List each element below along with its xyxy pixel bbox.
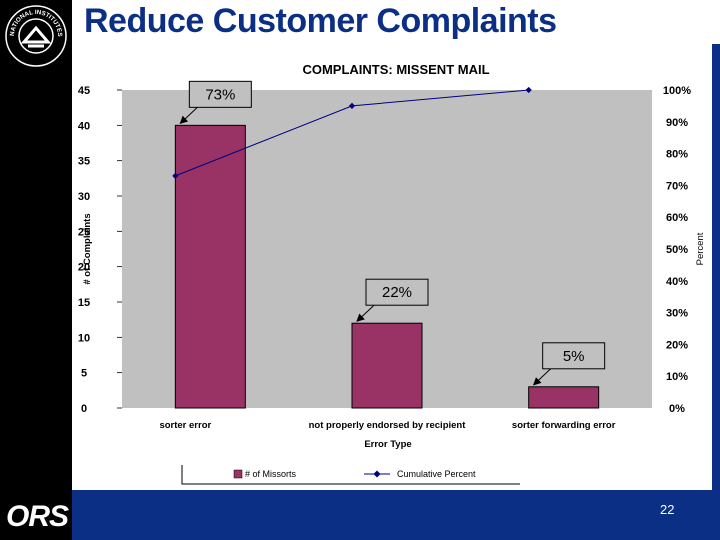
y2-tick-label: 70% [666, 180, 688, 192]
y-tick-label: 35 [78, 156, 90, 168]
y2-tick-label: 30% [666, 308, 688, 320]
y-tick-label: 30 [78, 191, 90, 203]
title-bar [72, 0, 720, 44]
y2-tick-label: 20% [666, 339, 688, 351]
bar [174, 124, 246, 409]
y2-tick-label: 60% [666, 212, 688, 224]
y-tick-label: 10 [78, 332, 90, 344]
nih-seal-icon: NATIONAL INSTITUTES OF HEALTH [4, 4, 67, 67]
pareto-chart: COMPLAINTS: MISSENT MAIL 0 5 10 15 20 25 30 35 4… [78, 62, 706, 485]
y-tick-label: 20 [78, 262, 90, 274]
y-tick-label: 40 [78, 120, 90, 132]
legend: # of Missorts Cumulative Percent [181, 465, 520, 485]
y-tick-label: 15 [78, 297, 90, 309]
x-category-label: not properly endorsed by recipient [309, 420, 467, 431]
legend-line-marker [373, 470, 381, 478]
legend-line-label: Cumulative Percent [397, 469, 476, 479]
line-point [172, 172, 179, 179]
chart-title: COMPLAINTS: MISSENT MAIL [302, 62, 489, 77]
legend-bar-label: # of Missorts [245, 469, 297, 479]
callout-label: 73% [205, 86, 235, 103]
bar [528, 386, 600, 409]
y2-axis-title: Percent [695, 232, 706, 265]
ors-logo: ORS [6, 500, 69, 533]
x-axis-title: Error Type [364, 439, 411, 450]
callout-label: 22% [382, 284, 412, 301]
x-category-label: sorter error [159, 420, 211, 431]
callout-arrow [179, 106, 198, 125]
y-tick-label: 5 [81, 368, 87, 380]
x-category-label: sorter forwarding error [512, 420, 616, 431]
chart-panel: COMPLAINTS: MISSENT MAIL 0 5 10 15 20 25 30 35 4… [72, 44, 712, 490]
slide-title: Reduce Customer Complaints [84, 2, 557, 40]
callout-box [188, 80, 252, 108]
callout-box [542, 342, 606, 370]
y-axis-title: # of Complaints [82, 213, 93, 284]
y2-tick-label: 10% [666, 371, 688, 383]
y2-tick-label: 40% [666, 276, 688, 288]
callout-arrow [356, 304, 375, 322]
y-tick-label: 45 [78, 85, 90, 97]
sidebar: NATIONAL INSTITUTES OF HEALTH ORS [0, 0, 72, 540]
page-number: 22 [660, 502, 675, 517]
bar [351, 322, 423, 409]
y-tick-label: 0 [81, 403, 87, 415]
y2-tick-label: 50% [666, 244, 688, 256]
callout-arrow [532, 368, 552, 386]
legend-bar-swatch [233, 469, 243, 479]
y-tick-label: 25 [78, 226, 90, 238]
y2-tick-label: 0% [669, 403, 685, 415]
callout-label: 5% [563, 348, 585, 365]
y2-tick-label: 90% [666, 117, 688, 129]
y2-tick-label: 80% [666, 149, 688, 161]
y2-tick-label: 100% [663, 85, 691, 97]
callout-box [365, 278, 429, 306]
